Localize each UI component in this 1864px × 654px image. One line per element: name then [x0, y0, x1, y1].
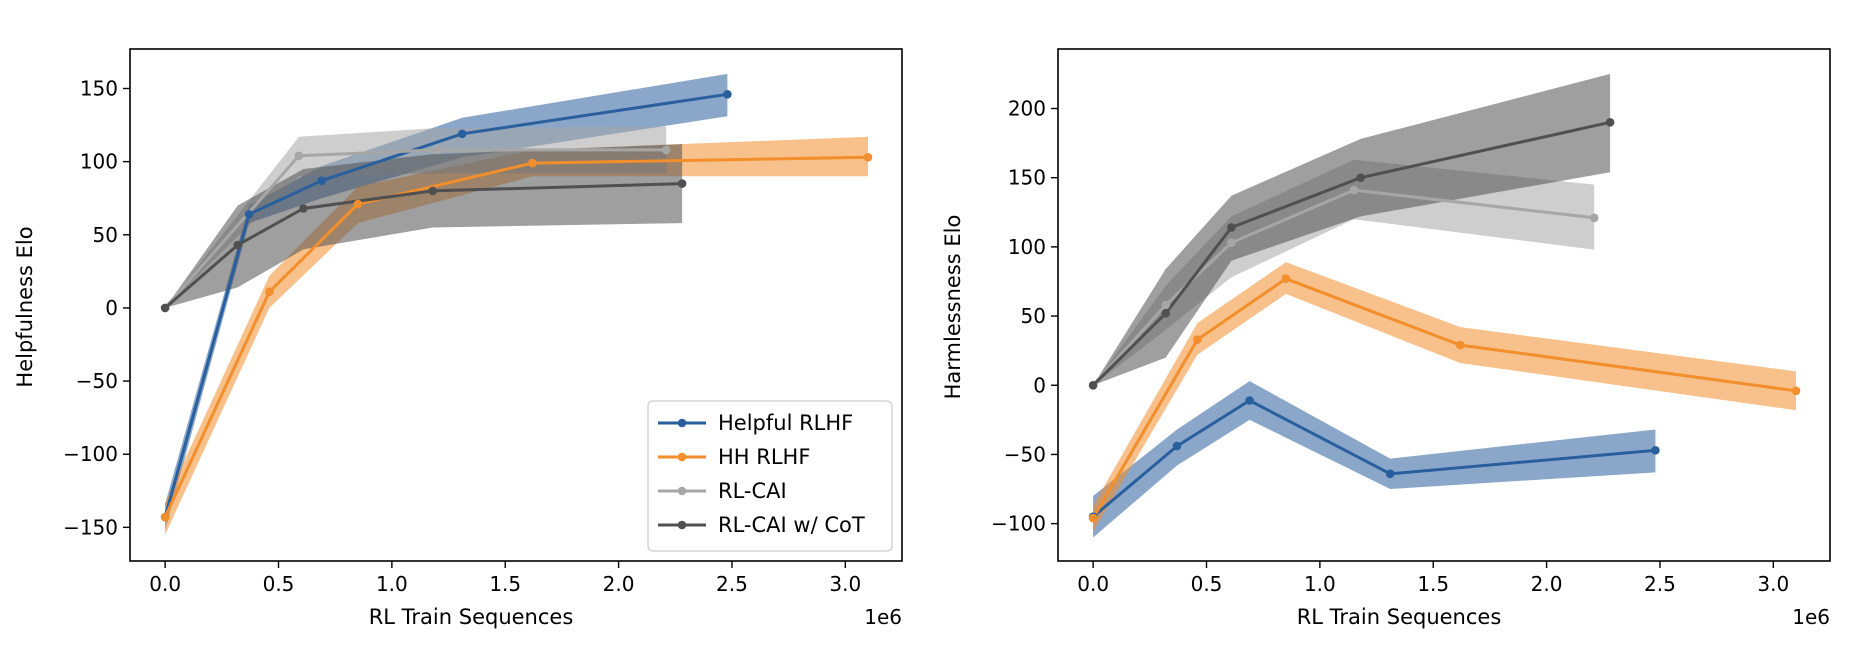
rl-cai-line: [163, 148, 667, 309]
hh-rlhf-point: [1791, 386, 1801, 396]
legend-marker-hh-rlhf: [677, 452, 687, 462]
legend-label-hh-rlhf: HH RLHF: [718, 445, 810, 469]
hh-rlhf-point: [1193, 335, 1202, 344]
rl-cai-w-cot-point: [299, 204, 308, 213]
x-tick-label: 1.0: [376, 572, 408, 596]
x-axis-ticks: 0.0 0.5 1.0 1.5 2.0 2.5 3.0: [149, 561, 861, 596]
y-tick-label: −50: [76, 369, 118, 393]
x-tick-label: 0.5: [1191, 572, 1223, 596]
x-axis-ticks: 0.0 0.5 1.0 1.5 2.0 2.5 3.0: [1077, 561, 1789, 596]
rl-cai-point: [1349, 185, 1359, 195]
rl-cai-w-cot-point: [160, 303, 170, 313]
rl-cai-point: [1589, 213, 1599, 223]
rl-cai-w-cot-point: [1161, 309, 1170, 318]
legend-label-rl-cai: RL-CAI: [718, 479, 787, 503]
legend-marker-helpful-rlhf: [677, 418, 687, 428]
y-tick-label: 100: [1008, 235, 1046, 259]
y-tick-label: −50: [1004, 442, 1046, 466]
y-axis-label: Helpfulness Elo: [13, 226, 37, 387]
hh-rlhf-point: [265, 287, 274, 297]
y-tick-label: 50: [1021, 304, 1046, 328]
y-tick-label: −100: [991, 512, 1046, 536]
y-tick-label: 0: [1033, 373, 1046, 397]
x-tick-label: 1.0: [1304, 572, 1336, 596]
x-tick-label: 1.5: [1417, 572, 1449, 596]
y-tick-label: 50: [93, 223, 118, 247]
y-tick-label: −150: [63, 515, 118, 539]
legend-marker-rl-cai-w-cot: [677, 520, 687, 530]
rl-cai-w-cot-point: [1227, 223, 1236, 232]
hh-rlhf-point: [160, 512, 170, 522]
helpful-rlhf-point: [244, 210, 254, 219]
helpful-rlhf-point: [1172, 441, 1182, 451]
helpful-rlhf-point: [723, 90, 732, 99]
rl-cai-point: [1161, 300, 1170, 310]
x-tick-label: 0.0: [149, 572, 181, 596]
y-axis-label: Harmlessness Elo: [941, 215, 965, 400]
rl-cai-point: [1227, 238, 1236, 247]
rl-cai-w-cot-point: [1605, 118, 1615, 127]
hh-rlhf-point: [1281, 274, 1291, 284]
series-points: [1088, 118, 1801, 523]
y-tick-label: 150: [1008, 166, 1046, 190]
legend-label-rl-cai-w-cot: RL-CAI w/ CoT: [718, 513, 865, 537]
hh-rlhf-point: [528, 158, 537, 168]
y-axis-ticks: −100 −50 0 50 100 150 200: [991, 97, 1058, 536]
x-tick-label: 2.0: [603, 572, 635, 596]
rl-cai-w-cot-point: [677, 179, 687, 188]
rl-cai-point: [432, 145, 442, 155]
helpful-rlhf-point: [1385, 469, 1395, 479]
harmlessness-chart-panel: 0.0 0.5 1.0 1.5 2.0 2.5 3.0 −100 −50 0 50 100 150 20…: [941, 48, 1831, 629]
x-axis-offset-label: 1e6: [864, 605, 902, 629]
rl-cai-w-cot-point: [1356, 173, 1365, 182]
y-axis-ticks: −150 −100 −50 0 50 100 150: [63, 76, 130, 539]
helpful-rlhf-point: [317, 176, 326, 185]
x-axis-offset-label: 1e6: [1792, 605, 1830, 629]
rl-cai-w-cot-point: [428, 186, 438, 196]
plot-frame: [129, 48, 903, 562]
hh-rlhf-point: [863, 153, 873, 162]
rl-cai-w-cot-point: [1088, 381, 1098, 390]
plot-frame: [1057, 48, 1831, 562]
helpfulness-chart-panel: 0.0 0.5 1.0 1.5 2.0 2.5 3.0 −150 −100 −50 0 50 100 1…: [13, 48, 903, 629]
legend: Helpful RLHF HH RLHF RL-CAI RL-CAI w/ CoT: [647, 400, 893, 552]
helpful-rlhf-point: [1245, 396, 1254, 405]
x-tick-label: 1.5: [489, 572, 521, 596]
x-tick-label: 3.0: [1757, 572, 1789, 596]
rl-cai-point: [294, 151, 304, 161]
y-tick-label: −100: [63, 442, 118, 466]
x-tick-label: 0.0: [1077, 572, 1109, 596]
rl-cai-w-cot-point: [233, 240, 242, 250]
hh-rlhf-point: [1456, 340, 1465, 350]
rl-cai-point: [661, 145, 671, 155]
y-tick-label: 200: [1008, 97, 1046, 121]
x-tick-label: 3.0: [829, 572, 861, 596]
legend-marker-rl-cai: [677, 486, 687, 496]
x-tick-label: 0.5: [263, 572, 295, 596]
helpful-rlhf-confidence-band: [1093, 381, 1656, 538]
y-tick-label: 0: [105, 296, 118, 320]
rl-cai-confidence-band: [1093, 159, 1595, 386]
x-tick-label: 2.0: [1531, 572, 1563, 596]
x-axis-label: RL Train Sequences: [1297, 605, 1502, 629]
y-tick-label: 100: [80, 150, 118, 174]
y-tick-label: 150: [80, 76, 118, 100]
x-tick-label: 2.5: [716, 572, 748, 596]
legend-label-helpful-rlhf: Helpful RLHF: [718, 411, 853, 435]
series-points: [160, 90, 873, 522]
x-axis-label: RL Train Sequences: [369, 605, 574, 629]
hh-rlhf-point: [353, 199, 363, 209]
legend-box: [647, 400, 893, 552]
helpful-rlhf-point: [1651, 446, 1660, 455]
rl-cai-w-cot-confidence-band: [165, 144, 683, 308]
helpful-rlhf-point: [457, 129, 467, 139]
x-tick-label: 2.5: [1644, 572, 1676, 596]
hh-rlhf-point: [1088, 513, 1098, 523]
